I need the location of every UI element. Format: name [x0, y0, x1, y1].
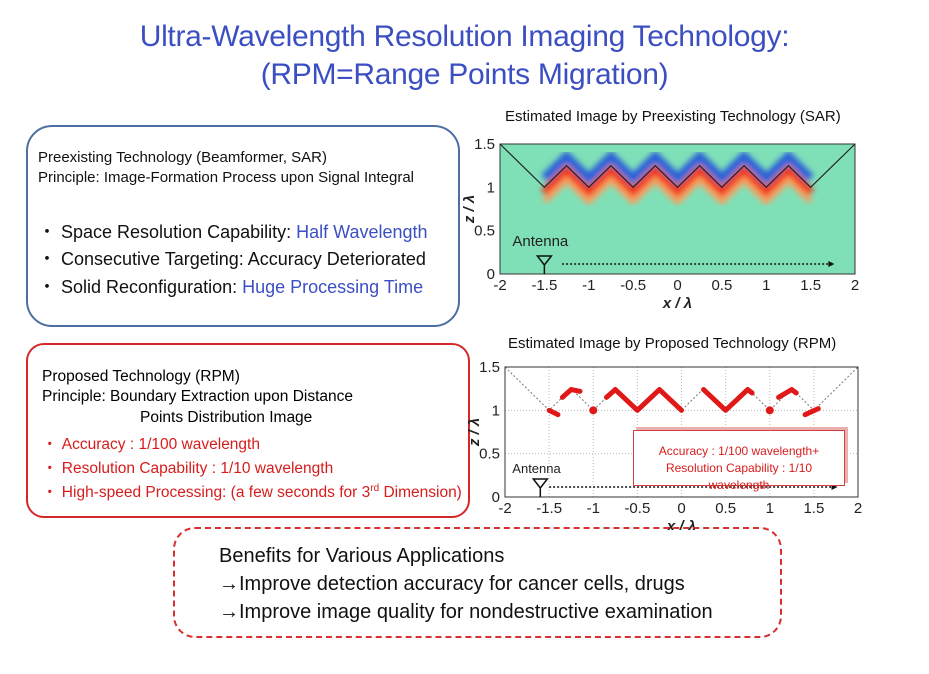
- proposed-bullet: ・ Resolution Capability : 1/10 wavelengt…: [42, 460, 334, 477]
- y-tick-label: 0.5: [479, 446, 500, 463]
- bullet-tail: Dimension): [379, 484, 462, 501]
- estimated-point: [589, 406, 598, 415]
- preexisting-bullet: ・ Space Resolution Capability: Half Wave…: [38, 218, 428, 244]
- y-tick-label: 1: [487, 179, 495, 196]
- y-axis-label: z / λ: [466, 418, 483, 447]
- proposed-principle-cont: Points Distribution Image: [140, 409, 313, 426]
- bullet-text: ・ High-speed Processing: (a few seconds …: [42, 484, 371, 501]
- estimated-segment: [603, 387, 684, 413]
- y-axis-label: z / λ: [461, 195, 478, 224]
- x-tick-label: -0.5: [620, 277, 646, 294]
- preexisting-bullet: ・ Solid Reconfiguration: Huge Processing…: [38, 273, 423, 299]
- heatmap-band-orange: [542, 175, 813, 206]
- estimated-segment: [546, 407, 561, 418]
- bullet-sup: rd: [370, 482, 380, 494]
- estimated-segment: [559, 387, 583, 400]
- sar-chart-title: Estimated Image by Preexisting Technolog…: [505, 108, 841, 125]
- estimated-segment: [776, 387, 799, 400]
- benefit-item: →Improve detection accuracy for cancer c…: [219, 573, 685, 595]
- x-tick-label: -1.5: [536, 500, 562, 517]
- proposed-bullet: ・ Accuracy : 1/100 wavelength: [42, 436, 260, 453]
- x-tick-label: 1.5: [800, 277, 821, 294]
- antenna-icon: [531, 478, 549, 497]
- bullet-label: ・ Consecutive Targeting: Accuracy Deteri…: [38, 249, 426, 269]
- x-tick-label: -0.5: [624, 500, 650, 517]
- annotation-line: Resolution Capability : 1/10 wavelength: [665, 461, 813, 492]
- preexisting-heading: Preexisting Technology (Beamformer, SAR): [38, 149, 328, 166]
- x-tick-label: 0: [673, 277, 681, 294]
- x-axis-label: x / λ: [662, 295, 692, 312]
- slide-title-line2: (RPM=Range Points Migration): [260, 58, 669, 91]
- proposed-technology-box: [26, 343, 470, 518]
- true-boundary-line: [499, 143, 856, 189]
- slide-title-line1: Ultra-Wavelength Resolution Imaging Tech…: [139, 20, 790, 53]
- heatmap-band-blue: [541, 150, 814, 185]
- x-tick-label: 1: [762, 277, 770, 294]
- x-tick-label: 0.5: [711, 277, 732, 294]
- x-tick-label: 1.5: [803, 500, 824, 517]
- preexisting-principle: Principle: Image-Formation Process upon …: [38, 169, 415, 186]
- y-tick-label: 1.5: [479, 359, 500, 376]
- benefit-item: →Improve image quality for nondestructiv…: [219, 601, 713, 623]
- antenna-label: Antenna: [512, 461, 561, 476]
- preexisting-technology-box: [26, 125, 460, 327]
- y-tick-label: 1: [492, 402, 500, 419]
- antenna-label: Antenna: [512, 233, 569, 250]
- arrow-head-icon: [828, 261, 835, 267]
- x-tick-label: -1: [582, 277, 595, 294]
- x-tick-label: 2: [854, 500, 862, 517]
- bullet-value: Half Wavelength: [296, 222, 428, 242]
- preexisting-bullet: ・ Consecutive Targeting: Accuracy Deteri…: [38, 245, 426, 271]
- rpm-annotation-box: Accuracy : 1/100 wavelength+ Resolution …: [633, 430, 845, 492]
- plot-frame: [504, 366, 859, 498]
- benefits-heading: Benefits for Various Applications: [219, 545, 505, 567]
- y-tick-label: 0: [492, 489, 500, 506]
- estimated-segment: [802, 406, 821, 418]
- sar-chart: -2 -1.5 -1 -0.5 0 0.5 1 1.5 2 0 0.5 1 1.5 x / λ z / λ A…: [461, 136, 859, 312]
- antenna-icon: [535, 255, 553, 274]
- x-tick-label: 0.5: [715, 500, 736, 517]
- rpm-chart-title: Estimated Image by Proposed Technology (…: [508, 335, 837, 352]
- proposed-bullet: ・ High-speed Processing: (a few seconds …: [42, 480, 462, 502]
- annotation-line: Accuracy : 1/100 wavelength+: [658, 444, 820, 458]
- bullet-label: ・ Space Resolution Capability:: [38, 222, 297, 242]
- x-tick-label: -2: [498, 500, 511, 517]
- x-tick-label: 1: [766, 500, 774, 517]
- y-tick-label: 0.5: [474, 223, 495, 240]
- plot-frame: [499, 143, 856, 275]
- x-tick-label: 0: [677, 500, 685, 517]
- x-tick-label: -1: [587, 500, 600, 517]
- estimated-segment: [701, 387, 755, 413]
- bullet-label: ・ Solid Reconfiguration:: [38, 277, 243, 297]
- proposed-heading: Proposed Technology (RPM): [42, 368, 240, 385]
- bullet-value: Huge Processing Time: [242, 277, 424, 297]
- x-tick-label: -2: [493, 277, 506, 294]
- y-tick-label: 0: [487, 266, 495, 283]
- heatmap-intensity: [540, 150, 815, 206]
- y-tick-label: 1.5: [474, 136, 495, 153]
- heatmap-band-red: [540, 164, 815, 201]
- estimated-point: [765, 406, 774, 415]
- x-tick-label: 2: [851, 277, 859, 294]
- x-tick-label: -1.5: [531, 277, 557, 294]
- benefits-box: [173, 527, 782, 638]
- proposed-principle: Principle: Boundary Extraction upon Dist…: [42, 388, 354, 405]
